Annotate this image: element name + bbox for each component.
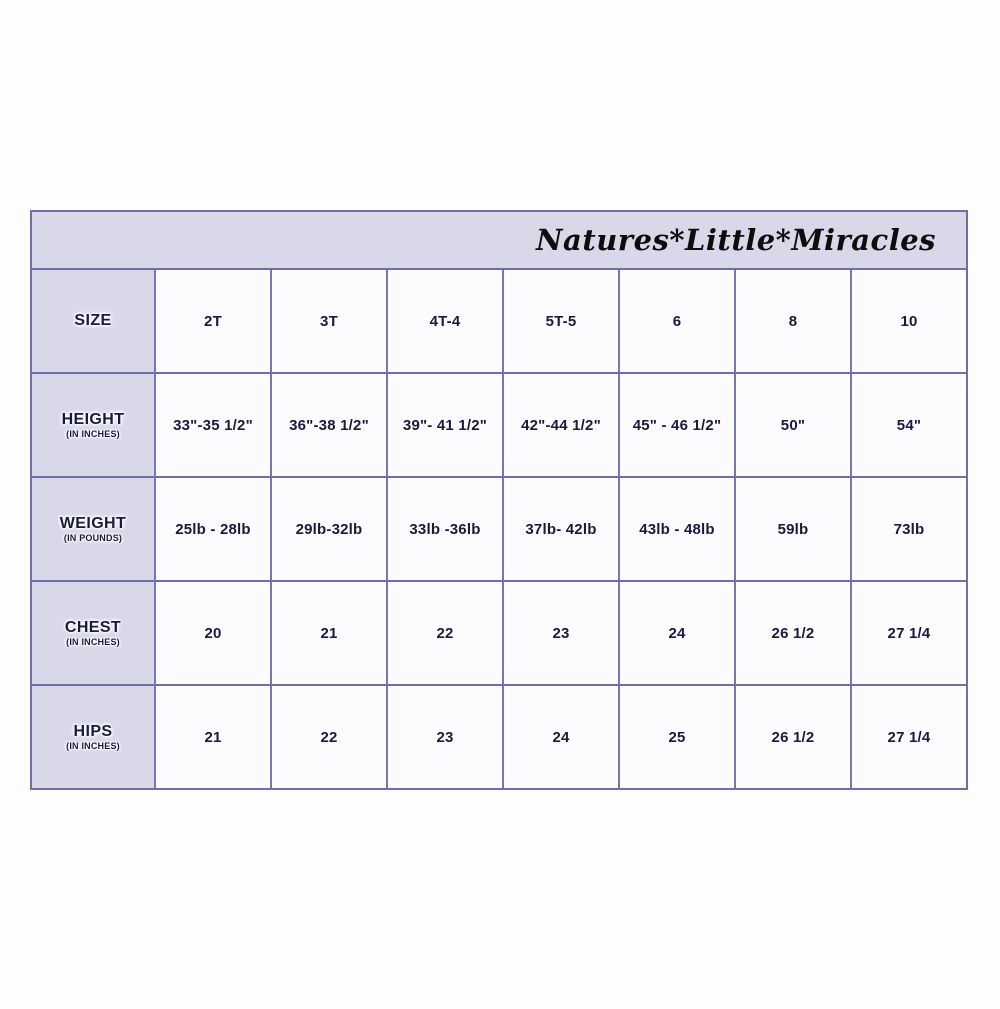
row-label-height: HEIGHT (IN INCHES) <box>32 374 154 476</box>
row-sublabel-text: (IN INCHES) <box>66 741 120 752</box>
hips-value-cell: 27 1/4 <box>850 686 966 788</box>
height-value-cell: 36"-38 1/2" <box>270 374 386 476</box>
chest-value-cell: 23 <box>502 582 618 684</box>
chest-value-cell: 20 <box>154 582 270 684</box>
hips-value-cell: 25 <box>618 686 734 788</box>
table-row-hips: HIPS (IN INCHES) 21 22 23 24 25 26 1/2 2… <box>32 684 966 788</box>
height-value-cell: 54" <box>850 374 966 476</box>
weight-value-cell: 33lb -36lb <box>386 478 502 580</box>
weight-value-cell: 43lb - 48lb <box>618 478 734 580</box>
chest-value-cell: 26 1/2 <box>734 582 850 684</box>
weight-value-cell: 25lb - 28lb <box>154 478 270 580</box>
row-sublabel-text: (IN POUNDS) <box>63 533 123 544</box>
row-sublabel-text: (IN INCHES) <box>66 637 120 648</box>
size-value-cell: 6 <box>618 270 734 372</box>
hips-value-cell: 24 <box>502 686 618 788</box>
size-value-cell: 2T <box>154 270 270 372</box>
row-label-text: CHEST <box>64 618 122 636</box>
row-label-weight: WEIGHT (IN POUNDS) <box>32 478 154 580</box>
chest-value-cell: 27 1/4 <box>850 582 966 684</box>
row-label-text: WEIGHT <box>59 514 127 532</box>
weight-value-cell: 73lb <box>850 478 966 580</box>
table-row-weight: WEIGHT (IN POUNDS) 25lb - 28lb 29lb-32lb… <box>32 476 966 580</box>
height-value-cell: 42"-44 1/2" <box>502 374 618 476</box>
weight-value-cell: 59lb <box>734 478 850 580</box>
chest-value-cell: 21 <box>270 582 386 684</box>
brand-title: Natures*Little*Miracles <box>536 223 936 257</box>
hips-value-cell: 26 1/2 <box>734 686 850 788</box>
chest-value-cell: 22 <box>386 582 502 684</box>
row-label-text: SIZE <box>74 311 112 329</box>
size-value-cell: 10 <box>850 270 966 372</box>
size-chart-table: Natures*Little*Miracles SIZE 2T 3T 4T-4 … <box>30 210 968 790</box>
height-value-cell: 33"-35 1/2" <box>154 374 270 476</box>
weight-value-cell: 37lb- 42lb <box>502 478 618 580</box>
size-value-cell: 4T-4 <box>386 270 502 372</box>
size-value-cell: 5T-5 <box>502 270 618 372</box>
row-label-text: HIPS <box>73 722 113 740</box>
row-label-text: HEIGHT <box>61 410 125 428</box>
row-sublabel-text: (IN INCHES) <box>66 429 120 440</box>
chest-value-cell: 24 <box>618 582 734 684</box>
weight-value-cell: 29lb-32lb <box>270 478 386 580</box>
height-value-cell: 45" - 46 1/2" <box>618 374 734 476</box>
size-value-cell: 8 <box>734 270 850 372</box>
table-row-size: SIZE 2T 3T 4T-4 5T-5 6 8 10 <box>32 268 966 372</box>
row-label-hips: HIPS (IN INCHES) <box>32 686 154 788</box>
hips-value-cell: 21 <box>154 686 270 788</box>
height-value-cell: 39"- 41 1/2" <box>386 374 502 476</box>
table-row-chest: CHEST (IN INCHES) 20 21 22 23 24 26 1/2 … <box>32 580 966 684</box>
row-label-chest: CHEST (IN INCHES) <box>32 582 154 684</box>
height-value-cell: 50" <box>734 374 850 476</box>
size-value-cell: 3T <box>270 270 386 372</box>
brand-banner: Natures*Little*Miracles <box>32 212 966 268</box>
hips-value-cell: 22 <box>270 686 386 788</box>
hips-value-cell: 23 <box>386 686 502 788</box>
table-row-height: HEIGHT (IN INCHES) 33"-35 1/2" 36"-38 1/… <box>32 372 966 476</box>
row-label-size: SIZE <box>32 270 154 372</box>
